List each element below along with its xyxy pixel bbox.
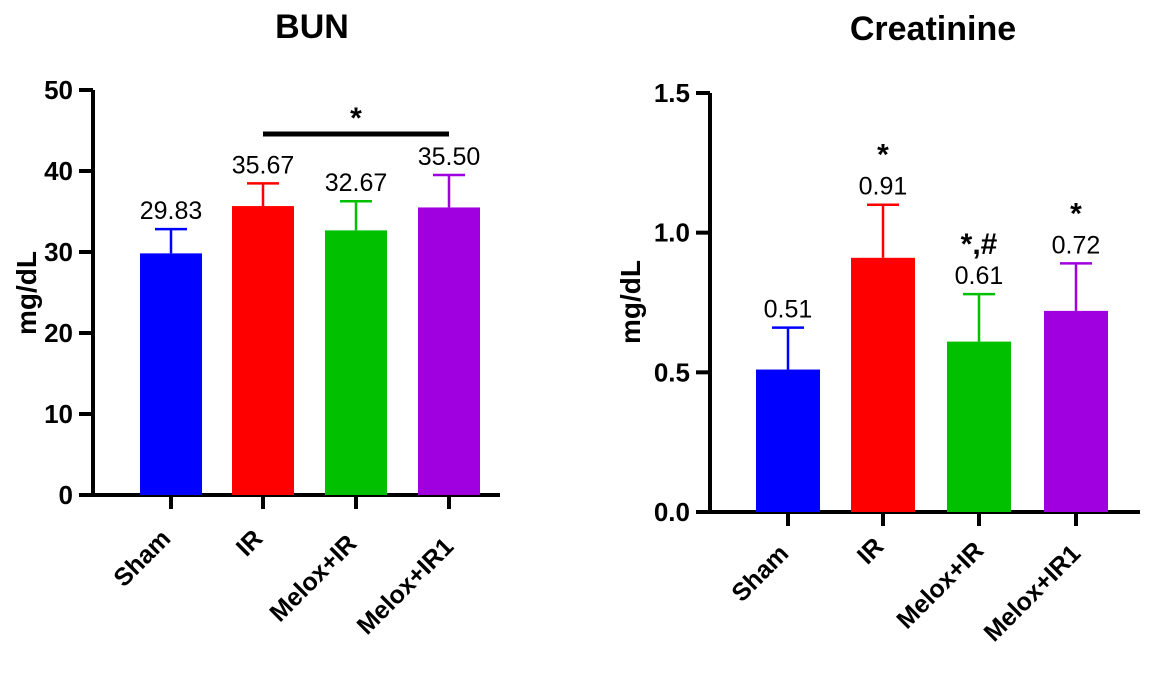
bun-value-label: 29.83 (140, 197, 203, 225)
creatinine-bar (756, 369, 820, 512)
creatinine-bars (756, 257, 1108, 512)
bun-bar (232, 206, 294, 495)
bun-bar (418, 207, 480, 495)
creatinine-category-label: Melox+IR (891, 536, 989, 634)
bun-value-label: 32.67 (325, 169, 388, 197)
creatinine-error-bars (772, 203, 1092, 370)
creatinine-bar (947, 341, 1011, 512)
bun-chart: BUN mg/dL 0 10 20 30 40 50 29.83 35.67 32.67 35.… (11, 8, 500, 640)
creatinine-category-label: Sham (726, 539, 794, 607)
creatinine-y-tick-label: 0.0 (654, 497, 690, 527)
bun-bars (140, 206, 480, 496)
bun-value-label: 35.67 (232, 151, 295, 179)
creatinine-significance-mark: *,# (961, 228, 998, 261)
bun-category-label: Melox+IR (264, 529, 362, 627)
creatinine-y-tick-label: 0.5 (654, 357, 690, 387)
creatinine-y-tick-label: 1.0 (654, 218, 690, 248)
bun-y-tick-label: 30 (44, 237, 73, 267)
creatinine-category-label: Melox+IR1 (979, 539, 1087, 647)
bun-bar (325, 230, 387, 496)
bun-bar (140, 253, 202, 495)
bun-y-tick-label: 0 (59, 480, 73, 510)
creatinine-significance-marks: * *,# * (877, 139, 1082, 261)
creatinine-y-ticks: 0.0 0.5 1.0 1.5 (654, 78, 710, 527)
bun-y-tick-label: 50 (44, 75, 73, 105)
bun-category-label: IR (231, 524, 268, 561)
bun-category-label: Melox+IR1 (352, 532, 460, 640)
creatinine-y-tick-label: 1.5 (654, 78, 690, 108)
creatinine-value-label: 0.72 (1052, 231, 1101, 259)
creatinine-bar (1044, 310, 1108, 512)
creatinine-value-labels: 0.51 0.91 0.61 0.72 (764, 173, 1101, 324)
creatinine-bar (851, 257, 915, 512)
bun-value-labels: 29.83 35.67 32.67 35.50 (140, 143, 481, 225)
bun-bracket-label: * (350, 102, 362, 135)
bun-title: BUN (275, 8, 349, 46)
bun-category-label: Sham (108, 524, 176, 592)
creatinine-significance-mark: * (877, 139, 889, 172)
creatinine-value-label: 0.51 (764, 296, 813, 324)
bun-y-axis-label: mg/dL (11, 251, 42, 335)
creatinine-y-axis-label: mg/dL (615, 260, 646, 344)
creatinine-chart: Creatinine mg/dL 0.00.51.01.5 0.510.910.… (615, 10, 1140, 647)
creatinine-significance-mark: * (1070, 197, 1082, 230)
bun-y-tick-label: 40 (44, 156, 73, 186)
creatinine-value-label: 0.61 (955, 262, 1004, 290)
bun-significance-bracket: * (263, 102, 449, 137)
bun-y-tick-label: 20 (44, 318, 73, 348)
bun-y-tick-label: 10 (44, 399, 73, 429)
creatinine-title: Creatinine (850, 10, 1016, 48)
creatinine-category-label: IR (852, 532, 889, 569)
bun-y-ticks: 0 10 20 30 40 50 (44, 75, 93, 510)
bun-value-label: 35.50 (418, 143, 481, 171)
bun-error-bars (155, 173, 465, 254)
creatinine-value-label: 0.91 (859, 173, 908, 201)
